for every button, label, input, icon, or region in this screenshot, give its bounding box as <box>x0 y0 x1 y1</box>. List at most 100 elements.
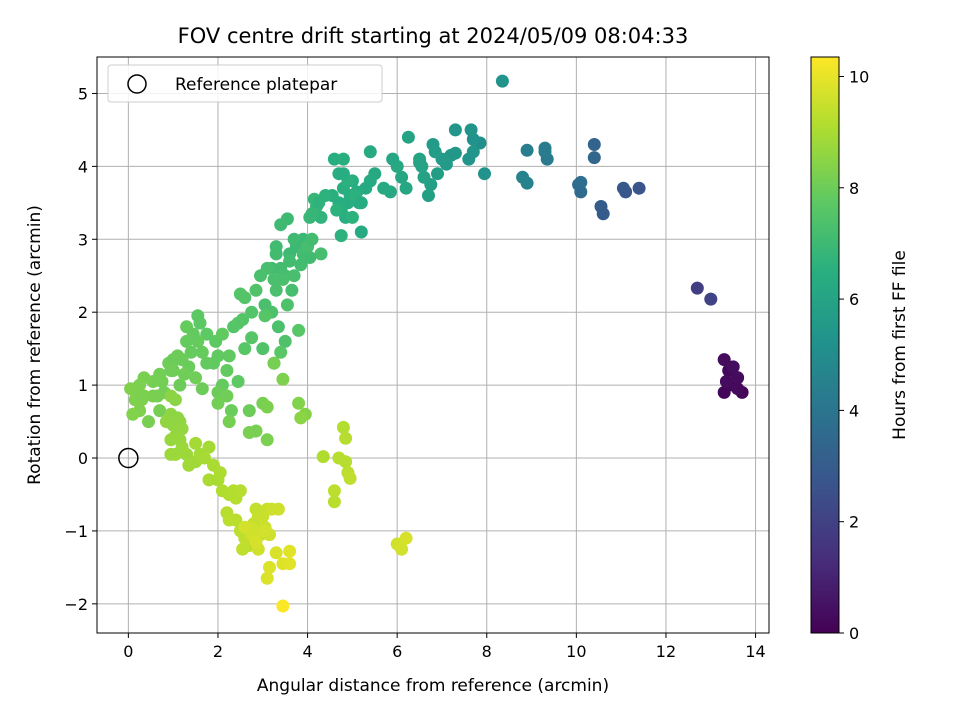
data-point <box>287 269 301 283</box>
plot-frame <box>96 56 770 634</box>
data-point <box>327 152 341 166</box>
data-point <box>137 389 151 403</box>
data-point <box>327 495 341 509</box>
data-point <box>719 375 733 388</box>
data-point <box>339 455 353 469</box>
data-point <box>285 283 299 297</box>
colorbar-tick-label: 10 <box>849 67 869 86</box>
data-point <box>395 170 409 184</box>
data-point <box>704 292 718 306</box>
data-point <box>278 334 292 348</box>
data-point <box>303 251 317 264</box>
colorbar-bar <box>810 56 840 634</box>
data-point <box>495 74 509 88</box>
data-point <box>276 272 290 286</box>
data-point <box>538 141 552 155</box>
data-point <box>198 451 211 465</box>
x-tick-label: 10 <box>566 642 586 661</box>
data-point <box>274 218 288 232</box>
data-point <box>231 375 245 388</box>
data-point <box>269 283 283 297</box>
data-point <box>189 371 203 385</box>
data-point <box>717 353 731 367</box>
data-point <box>238 342 252 356</box>
data-point <box>238 520 252 534</box>
data-point <box>464 123 478 137</box>
data-point <box>334 229 348 243</box>
data-point <box>339 431 353 445</box>
data-point <box>336 167 350 181</box>
data-point <box>249 283 263 297</box>
data-point <box>417 170 431 184</box>
data-point <box>343 471 357 485</box>
data-point <box>249 535 263 549</box>
data-point <box>258 524 272 538</box>
colorbar-tick-label: 6 <box>849 290 859 309</box>
data-point <box>189 436 203 450</box>
data-point <box>271 320 285 334</box>
colorbar-tick-label: 0 <box>849 624 859 643</box>
data-point <box>168 393 182 407</box>
data-point <box>448 123 462 137</box>
data-point <box>164 364 178 377</box>
data-point <box>267 356 281 370</box>
data-point <box>263 560 276 574</box>
x-tick-label: 6 <box>392 642 402 661</box>
data-point <box>215 327 229 341</box>
data-point <box>177 367 191 381</box>
data-point <box>269 546 283 560</box>
data-point <box>173 378 187 392</box>
data-point <box>200 356 214 370</box>
data-point <box>413 152 427 166</box>
data-point <box>146 389 160 403</box>
data-point <box>269 247 283 261</box>
data-point <box>336 152 350 166</box>
data-point <box>227 320 241 334</box>
data-point <box>200 327 214 341</box>
legend-marker <box>127 74 147 94</box>
data-point <box>271 502 285 516</box>
colorbar: 0 2 4 6 8 10 Hours from first FF file <box>810 56 910 643</box>
x-axis-label: Angular distance from reference (arcmin) <box>257 676 609 696</box>
y-tick-label: −1 <box>64 522 88 541</box>
data-point <box>422 189 435 202</box>
data-point <box>377 181 391 195</box>
colorbar-ticks: 0 2 4 6 8 10 <box>839 67 869 643</box>
data-point <box>224 404 238 418</box>
x-tick-label: 0 <box>123 642 133 661</box>
data-point <box>428 145 442 159</box>
reference-marker-group <box>118 447 139 469</box>
data-point <box>193 316 207 330</box>
data-point <box>345 210 359 224</box>
data-point <box>363 145 377 159</box>
data-point <box>280 298 294 312</box>
data-point <box>222 349 236 363</box>
data-point <box>401 130 415 144</box>
data-point <box>305 207 319 221</box>
y-tick-label: −2 <box>64 595 88 614</box>
legend-box <box>107 64 383 103</box>
data-point <box>180 447 194 461</box>
y-tick-label: 0 <box>78 449 88 468</box>
data-point <box>245 331 259 345</box>
colorbar-label: Hours from first FF file <box>890 250 910 440</box>
data-point <box>229 513 243 527</box>
data-point <box>731 382 745 396</box>
data-point <box>399 181 413 195</box>
data-point <box>260 571 274 585</box>
data-point <box>327 484 341 498</box>
data-point <box>717 385 731 399</box>
data-point <box>153 367 167 381</box>
y-tick-label: 1 <box>78 376 88 395</box>
data-point <box>276 372 290 386</box>
data-point <box>287 232 301 246</box>
data-point <box>354 225 368 239</box>
data-point <box>330 203 344 217</box>
x-tick-label: 4 <box>302 642 312 661</box>
data-point <box>276 599 290 613</box>
data-point <box>184 345 198 359</box>
data-point <box>478 167 491 181</box>
data-point <box>142 415 155 429</box>
colorbar-tick-label: 2 <box>849 513 859 532</box>
data-point <box>220 389 234 403</box>
